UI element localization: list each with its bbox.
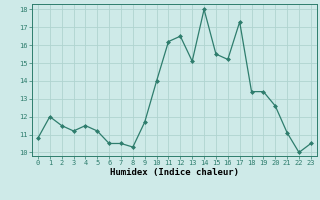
X-axis label: Humidex (Indice chaleur): Humidex (Indice chaleur)	[110, 168, 239, 177]
